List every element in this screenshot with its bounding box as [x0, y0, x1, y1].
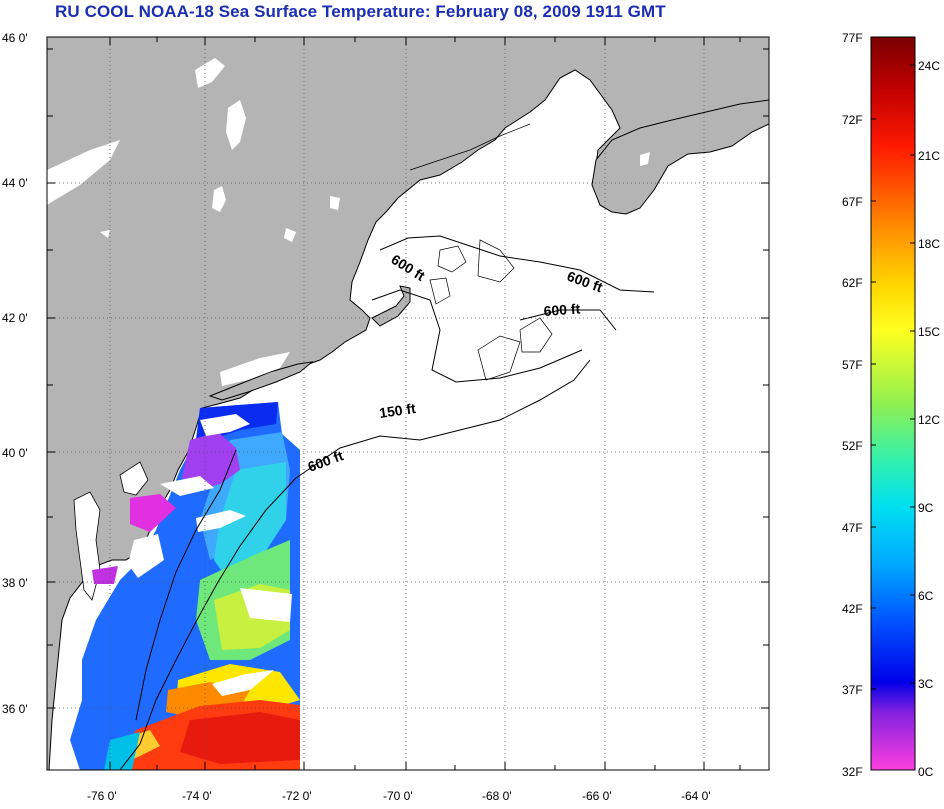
- land-long-island: [208, 361, 314, 401]
- lon-label-64: -64 0': [681, 789, 711, 803]
- cb-f-57: 57F: [842, 358, 863, 372]
- graticule: [47, 37, 769, 770]
- lon-label-66: -66 0': [582, 789, 612, 803]
- land-nova-scotia: [591, 99, 769, 215]
- cb-c-18: 18C: [918, 237, 940, 251]
- axis-ticks: [47, 37, 769, 770]
- cb-f-42: 42F: [842, 602, 863, 616]
- cb-c-12: 12C: [918, 413, 940, 427]
- land-cape-cod: [371, 285, 411, 327]
- delaware-bay: [119, 461, 149, 496]
- contour-label-600ft-georges: 600 ft: [543, 300, 581, 319]
- colorbar-ticks: [871, 64, 915, 690]
- lat-label-46: 46 0': [2, 31, 28, 45]
- bathymetry-contours: [119, 235, 655, 770]
- lat-label-38: 38 0': [2, 576, 28, 590]
- sst-swath: [70, 402, 300, 770]
- lon-label-74: -74 0': [182, 789, 212, 803]
- contour-label-150ft: 150 ft: [378, 400, 417, 421]
- cb-c-6: 6C: [918, 589, 934, 603]
- lat-label-36: 36 0': [2, 702, 28, 716]
- lon-label-70: -70 0': [383, 789, 413, 803]
- colorbar-gradient: [870, 36, 916, 771]
- cb-c-0: 0C: [918, 765, 934, 779]
- cb-c-24: 24C: [918, 59, 940, 73]
- lat-label-44: 44 0': [2, 176, 28, 190]
- cb-c-21: 21C: [918, 149, 940, 163]
- lat-label-40: 40 0': [2, 446, 28, 460]
- map-title: RU COOL NOAA-18 Sea Surface Temperature:…: [55, 2, 666, 21]
- gulf-of-maine-shoals: [409, 123, 553, 381]
- cb-f-37: 37F: [842, 683, 863, 697]
- cb-f-77: 77F: [842, 31, 863, 45]
- cb-f-32: 32F: [842, 765, 863, 779]
- land-lakes: [47, 58, 650, 386]
- lon-label-68: -68 0': [482, 789, 512, 803]
- lon-label-72: -72 0': [282, 789, 312, 803]
- cb-c-9: 9C: [918, 501, 934, 515]
- cb-f-62: 62F: [842, 276, 863, 290]
- cb-f-52: 52F: [842, 439, 863, 453]
- cb-f-72: 72F: [842, 113, 863, 127]
- map-frame: [46, 36, 770, 771]
- lon-label-76: -76 0': [87, 789, 117, 803]
- cb-c-3: 3C: [918, 677, 934, 691]
- cb-c-15: 15C: [918, 325, 940, 339]
- cb-f-47: 47F: [842, 521, 863, 535]
- cb-f-67: 67F: [842, 195, 863, 209]
- lat-label-42: 42 0': [2, 311, 28, 325]
